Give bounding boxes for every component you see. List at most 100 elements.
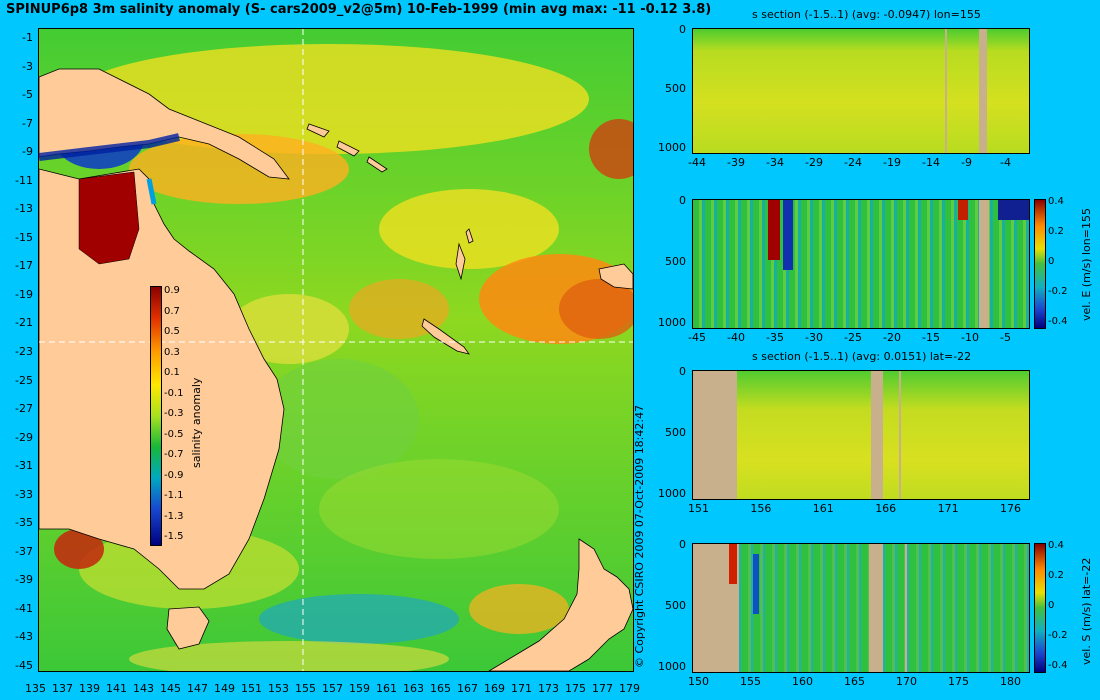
section-land [899, 371, 901, 499]
map-colorbar-tick: -1.1 [164, 490, 184, 501]
lon-tick-label: 157 [322, 682, 343, 695]
section-x-tick-label: -45 [688, 331, 706, 344]
lon-tick-label: 151 [241, 682, 262, 695]
section-land [693, 371, 737, 499]
section-x-tick-label: -15 [922, 331, 940, 344]
velocity-colorbar-label: vel. S (m/s) lat=-22 [1080, 557, 1093, 665]
section-x-tick-label: 176 [1000, 502, 1021, 515]
velocity-colorbar-tick: -0.2 [1048, 630, 1068, 641]
section-x-tick-label: 155 [740, 675, 761, 688]
lat-tick-label: -3 [22, 59, 33, 73]
map-colorbar-tick: 0.7 [164, 305, 180, 317]
lon-tick-label: 155 [295, 682, 316, 695]
section-x-tick-label: 150 [688, 675, 709, 688]
anomaly-patches [54, 44, 633, 671]
map-colorbar-tick: 0.5 [164, 326, 180, 337]
map-colorbar-tick: -0.1 [164, 387, 184, 399]
lon-tick-label: 161 [376, 682, 397, 695]
velocity-colorbar-tick: 0.2 [1048, 570, 1064, 581]
lat-tick-label: -9 [22, 145, 33, 159]
lat-tick-label: -39 [15, 573, 33, 587]
section-land [869, 544, 883, 672]
copyright-text: © Copyright CSIRO 2009 07-Oct-2009 18:42… [633, 404, 646, 668]
lon-tick-label: 153 [268, 682, 289, 695]
depth-tick-label: 1000 [658, 141, 686, 154]
map-colorbar-ticks: 0.9 0.7 0.5 0.3 0.1 -0.1 -0.3 -0.5 -0.7 -0.9 -1.1 -… [164, 285, 194, 544]
velocity-colorbar-tick: 0 [1048, 256, 1055, 267]
section-x-tick-label: -19 [883, 156, 901, 169]
velocity-colorbar-tick: 0.2 [1048, 226, 1064, 237]
velocity-core [753, 554, 759, 614]
section-land [979, 200, 989, 328]
lat-tick-label: -7 [22, 116, 33, 130]
depth-tick-label: 500 [665, 255, 686, 268]
lat-tick-label: -13 [15, 202, 33, 216]
lon-tick-label: 171 [511, 682, 532, 695]
map-colorbar-tick: -0.3 [164, 408, 184, 419]
section-land [871, 371, 883, 499]
section-x-tick-label: -20 [883, 331, 901, 344]
velocity-colorbar [1034, 199, 1046, 329]
depth-tick-label: 500 [665, 82, 686, 95]
map-colorbar-tick: 0.9 [164, 285, 180, 296]
lon-tick-label: 179 [619, 682, 640, 695]
map-colorbar-tick: 0.1 [164, 367, 180, 378]
section-x-tick-label: -40 [727, 331, 745, 344]
velocity-colorbar-tick: -0.2 [1048, 286, 1068, 297]
depth-tick-label: 1000 [658, 316, 686, 329]
depth-tick-label: 0 [679, 538, 686, 551]
section-x-tick-label: 165 [844, 675, 865, 688]
depth-tick-label: 1000 [658, 487, 686, 500]
section-x-tick-label: -9 [961, 156, 972, 169]
lon-tick-label: 165 [430, 682, 451, 695]
section-x-tick-label: -4 [1000, 156, 1011, 169]
lon-tick-label: 141 [106, 682, 127, 695]
section-x-tick-label: -44 [688, 156, 706, 169]
map-lon-ticks: 135 137 139 141 143 145 147 149 151 153 155 157 159 1… [25, 682, 640, 698]
section-x-tick-label: -29 [805, 156, 823, 169]
section-land [905, 544, 907, 672]
lon-tick-label: 163 [403, 682, 424, 695]
velocity-core [783, 200, 793, 270]
lat-tick-label: -43 [15, 630, 33, 644]
velocity-core [729, 544, 737, 584]
map-colorbar-tick: -0.9 [164, 469, 184, 481]
section-panel-1[interactable] [692, 28, 1030, 154]
lon-tick-label: 145 [160, 682, 181, 695]
map-colorbar-tick: -1.5 [164, 531, 184, 542]
section-panel-2[interactable] [692, 199, 1030, 329]
section-x-tick-label: 175 [948, 675, 969, 688]
section-land [979, 29, 987, 153]
salinity-map[interactable] [38, 28, 634, 672]
section-x-tick-label: 160 [792, 675, 813, 688]
section-x-tick-label: -35 [766, 331, 784, 344]
lat-tick-label: -1 [22, 31, 33, 44]
section-x-tick-label: -5 [1000, 331, 1011, 344]
depth-tick-label: 500 [665, 426, 686, 439]
velocity-core [998, 200, 1029, 220]
lon-tick-label: 159 [349, 682, 370, 695]
lat-tick-label: -21 [15, 316, 33, 330]
section-x-tick-label: -25 [844, 331, 862, 344]
lon-tick-label: 143 [133, 682, 154, 695]
map-title: SPINUP6p8 3m salinity anomaly (S- cars20… [6, 2, 712, 17]
map-colorbar-label: salinity anomaly [190, 377, 203, 468]
lat-tick-label: -45 [15, 659, 33, 672]
map-colorbar-tick: -1.3 [164, 510, 184, 522]
lat-tick-label: -33 [15, 487, 33, 501]
section-x-tick-label: -39 [727, 156, 745, 169]
map-colorbar-tick: 0.3 [164, 346, 180, 358]
lon-tick-label: 175 [565, 682, 586, 695]
map-colorbar-tick: -0.7 [164, 449, 184, 460]
section-x-tick-label: 171 [937, 502, 959, 515]
map-colorbar-tick: -0.5 [164, 428, 184, 440]
velocity-colorbar-tick: 0.4 [1048, 540, 1064, 551]
velocity-colorbar-tick: 0 [1048, 600, 1055, 611]
map-canvas [39, 29, 633, 671]
lat-tick-label: -23 [15, 345, 33, 358]
lat-tick-label: -17 [15, 259, 33, 273]
lon-tick-label: 167 [457, 682, 478, 695]
section-panel-3[interactable] [692, 370, 1030, 500]
lat-tick-label: -5 [22, 88, 33, 102]
section-panel-4[interactable] [692, 543, 1030, 673]
